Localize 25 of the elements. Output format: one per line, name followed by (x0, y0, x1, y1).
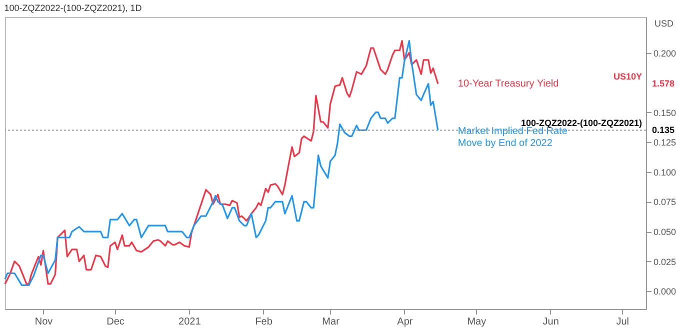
x-tick-label: Feb (255, 316, 273, 328)
ref-line-label: 0.135 (652, 125, 675, 136)
y-tick-label: 0.000 (654, 286, 676, 297)
annotation: US10Y (613, 72, 642, 82)
y-tick-label: 0.050 (654, 227, 676, 238)
x-tick-label: 2021 (178, 316, 202, 328)
text: 10-Year Treasury Yield (458, 78, 559, 90)
y-axis-title: USD (654, 18, 674, 28)
annotation: 100-ZQZ2022-(100-ZQZ2021) (520, 118, 642, 128)
y-tick-label: 0.100 (654, 167, 676, 178)
x-tick-label: Dec (106, 316, 124, 328)
text: Market Implied Fed Rate Move by End of 2022 (458, 126, 568, 150)
x-tick-label: Nov (34, 316, 53, 328)
y-tick-label: 0.025 (654, 256, 676, 267)
x-tick-label: May (467, 316, 486, 328)
x-tick-label: Apr (397, 316, 414, 328)
x-tick-label: Jun (542, 316, 559, 328)
x-tick-label: Mar (322, 316, 340, 328)
y-tick-label: 0.200 (654, 48, 676, 58)
y-tick-label: 0.150 (654, 108, 676, 118)
y-tick-label: 0.125 (654, 138, 676, 148)
chart-title: 100-ZQZ2022-(100-ZQZ2021), 1D (4, 3, 142, 13)
text: 1.578 (652, 78, 675, 89)
x-tick-label: Jul (616, 316, 629, 328)
y-tick-label: 0.075 (654, 197, 676, 208)
